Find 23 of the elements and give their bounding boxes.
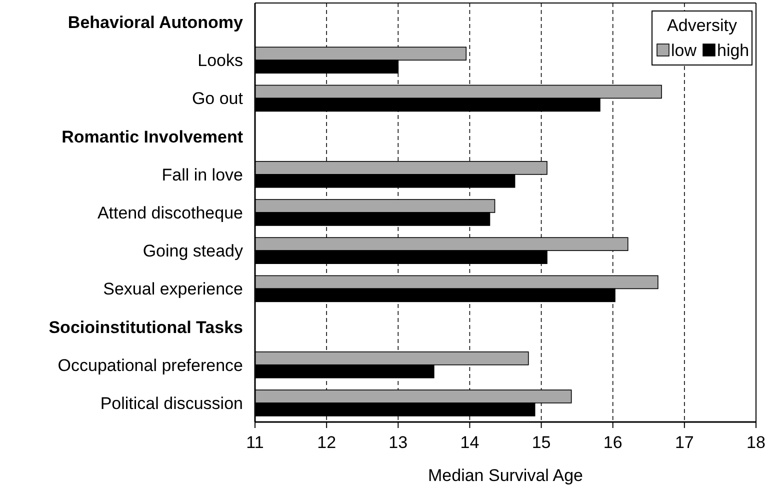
legend-title: Adversity [667, 16, 738, 35]
y-tick-label: Sexual experience [103, 280, 243, 299]
y-tick-label: Socioinstitutional Tasks [48, 318, 243, 337]
legend-label: low [671, 41, 698, 60]
x-axis-title: Median Survival Age [428, 466, 583, 485]
y-tick-label: Political discussion [100, 394, 243, 413]
y-tick-label: Romantic Involvement [62, 127, 244, 146]
x-tick-label: 16 [603, 433, 622, 452]
x-tick-label: 18 [746, 433, 766, 452]
y-tick-label: Go out [192, 89, 244, 108]
x-tick-label: 13 [388, 433, 408, 452]
y-tick-label: Looks [198, 51, 243, 70]
x-tick-label: 11 [246, 433, 264, 452]
x-tick-label: 15 [532, 433, 551, 452]
y-tick-label: Attend discotheque [97, 204, 243, 222]
y-tick-label: Going steady [142, 242, 244, 261]
y-tick-label: Behavioral Autonomy [68, 13, 244, 32]
y-tick-label: Occupational preference [58, 356, 243, 375]
x-tick-label: 12 [317, 433, 336, 452]
x-tick-label: 14 [460, 433, 480, 452]
x-tick-label: 17 [674, 433, 694, 452]
y-tick-label: Fall in love [162, 165, 243, 184]
legend-label: high [717, 41, 750, 60]
